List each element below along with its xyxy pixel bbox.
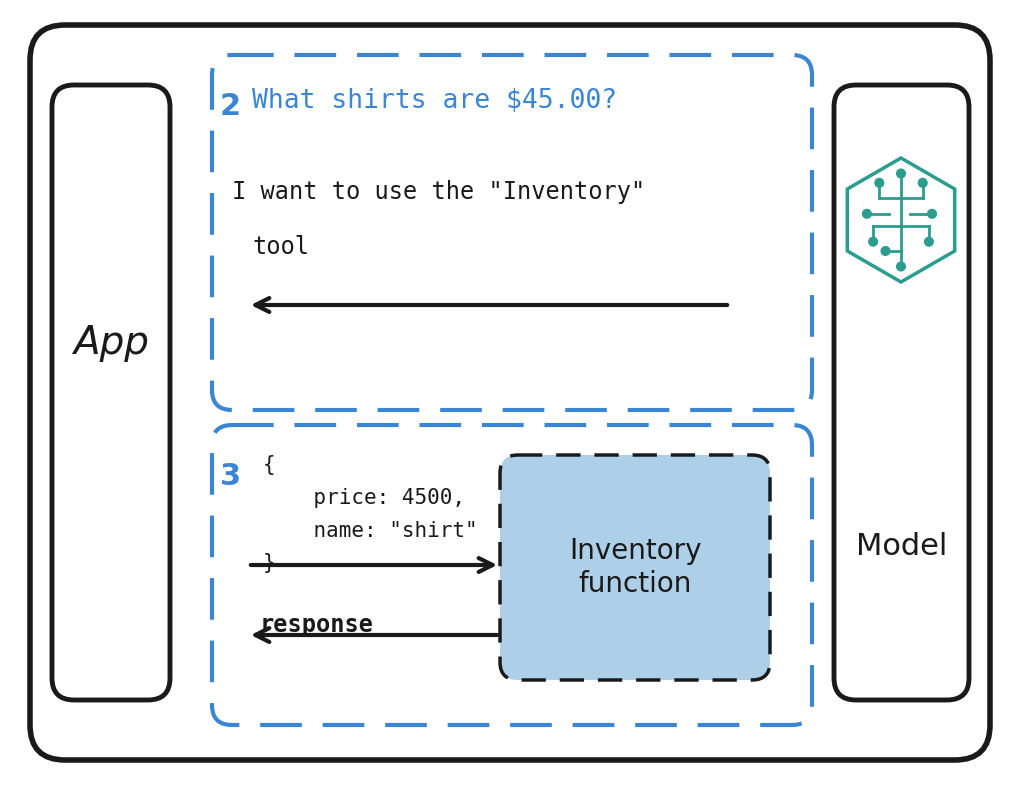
Circle shape — [897, 263, 905, 271]
Circle shape — [882, 247, 890, 255]
Text: response: response — [260, 613, 374, 637]
FancyBboxPatch shape — [30, 25, 990, 760]
Circle shape — [874, 178, 884, 187]
Text: {
    price: 4500,
    name: "shirt"
}: { price: 4500, name: "shirt" } — [263, 455, 477, 574]
Text: What shirts are $45.00?: What shirts are $45.00? — [252, 88, 617, 114]
FancyBboxPatch shape — [500, 455, 770, 680]
Text: tool: tool — [252, 235, 309, 259]
Circle shape — [868, 237, 878, 246]
Text: App: App — [73, 325, 148, 362]
Circle shape — [919, 178, 927, 187]
Text: 2: 2 — [220, 92, 241, 121]
Circle shape — [928, 209, 936, 219]
Text: I want to use the "Inventory": I want to use the "Inventory" — [232, 180, 645, 204]
Text: 3: 3 — [220, 462, 241, 491]
FancyBboxPatch shape — [52, 85, 170, 700]
Circle shape — [862, 209, 871, 219]
Circle shape — [925, 237, 933, 246]
Circle shape — [897, 169, 905, 178]
Text: Model: Model — [856, 532, 947, 560]
Text: Inventory
function: Inventory function — [568, 538, 701, 597]
FancyBboxPatch shape — [834, 85, 969, 700]
